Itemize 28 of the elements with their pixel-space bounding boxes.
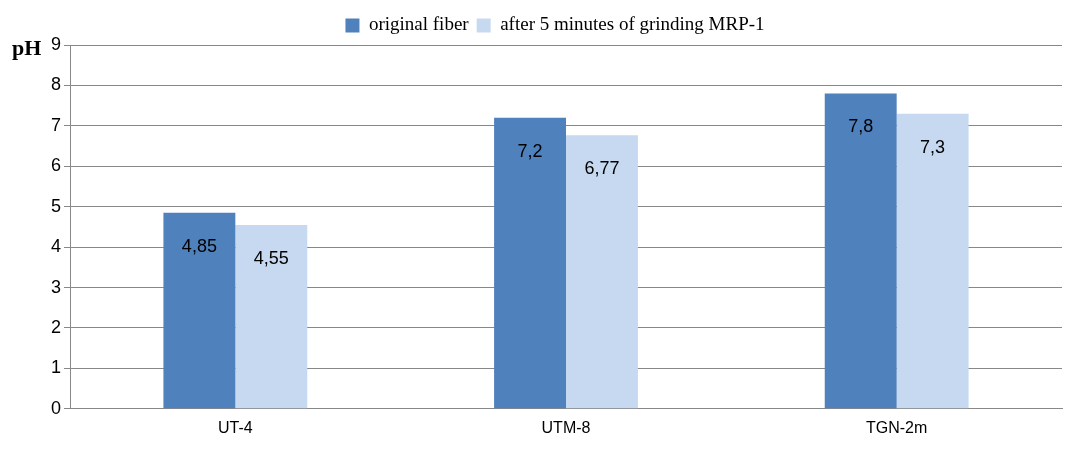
y-tick-label: 0 bbox=[51, 397, 62, 418]
bar bbox=[824, 93, 897, 409]
bar bbox=[494, 117, 567, 409]
legend-label: original fiber bbox=[368, 13, 470, 35]
data-label: 7,2 bbox=[517, 140, 543, 161]
data-label: 6,77 bbox=[584, 158, 620, 179]
y-tick-label: 2 bbox=[51, 316, 62, 337]
bar bbox=[896, 113, 969, 409]
bar bbox=[235, 224, 308, 409]
y-tick-label: 4 bbox=[51, 236, 62, 257]
y-tick-label: 9 bbox=[51, 33, 62, 54]
y-tick-label: 6 bbox=[51, 155, 62, 176]
y-tick-label: 3 bbox=[51, 276, 62, 297]
x-tick-label: UTM-8 bbox=[541, 418, 591, 436]
bar bbox=[566, 135, 638, 409]
bar bbox=[163, 212, 236, 409]
y-tick-label: 1 bbox=[51, 357, 62, 378]
x-tick-label: UT-4 bbox=[218, 418, 253, 436]
y-axis-title: pH bbox=[12, 34, 42, 60]
y-tick-label: 5 bbox=[51, 195, 62, 216]
data-label: 7,8 bbox=[848, 116, 874, 137]
data-label: 4,85 bbox=[181, 235, 217, 256]
legend-label: after 5 minutes of grinding MRP-1 bbox=[500, 13, 765, 35]
x-tick-label: TGN-2m bbox=[866, 418, 928, 436]
y-tick-label: 8 bbox=[51, 74, 62, 95]
y-tick-label: 7 bbox=[51, 114, 62, 135]
data-label: 7,3 bbox=[920, 136, 946, 157]
data-label: 4,55 bbox=[253, 247, 289, 268]
